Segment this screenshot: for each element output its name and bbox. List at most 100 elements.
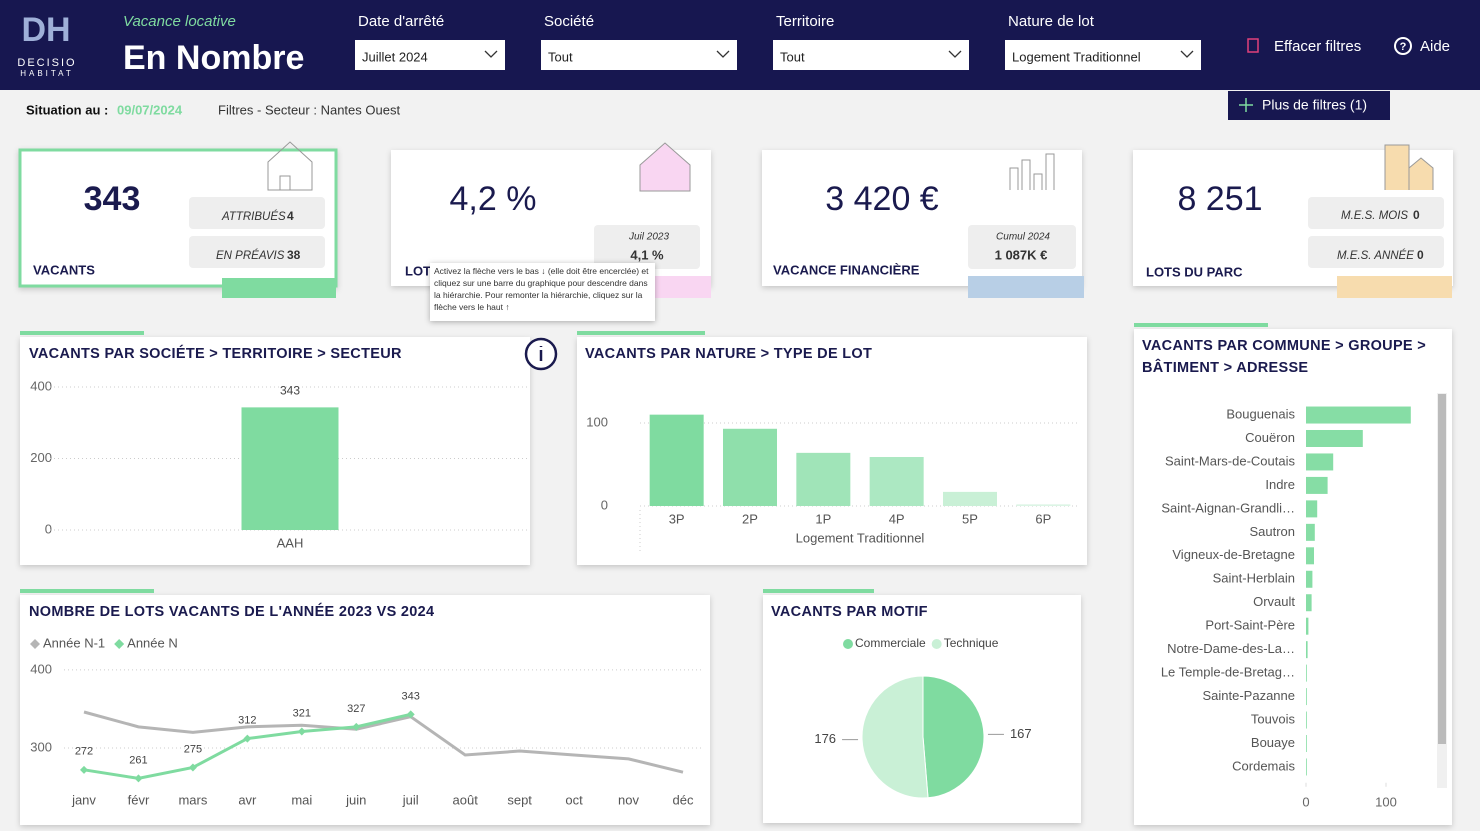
category-label: Sautron xyxy=(1249,524,1295,539)
page-title: En Nombre xyxy=(123,39,304,77)
building-icon xyxy=(1384,144,1434,190)
point-marker xyxy=(352,722,361,731)
logo: DH xyxy=(21,11,70,49)
x-tick-label: 0 xyxy=(1302,794,1309,809)
kpi-label: VACANCE FINANCIÈRE xyxy=(773,262,920,277)
x-tick-label: 1P xyxy=(815,511,831,526)
chart-title: VACANTS PAR COMMUNE > GROUPE > BÂTIMENT … xyxy=(1142,338,1426,376)
x-tick-label: août xyxy=(453,792,479,807)
kpi-detail-label: M.E.S. ANNÉE xyxy=(1337,249,1414,262)
x-tick-label: 4P xyxy=(889,511,905,526)
help-icon[interactable] xyxy=(1394,37,1412,55)
house-icon xyxy=(639,142,691,192)
kpi-detail-box xyxy=(189,236,325,268)
legend-marker xyxy=(114,639,125,649)
bar xyxy=(1306,429,1363,447)
bar xyxy=(1306,617,1309,635)
kpi-detail-box xyxy=(1308,197,1444,229)
y-tick-label: 100 xyxy=(586,414,608,429)
filter-label: Territoire xyxy=(776,13,834,30)
x-tick-label: sept xyxy=(507,792,532,807)
y-tick-label: 0 xyxy=(45,521,52,536)
more-filters[interactable]: Plus de filtres (1) xyxy=(1262,97,1367,113)
filter-dropdown[interactable] xyxy=(355,40,505,70)
kpi-detail-value: 4,1 % xyxy=(630,247,664,262)
filter-dropdown[interactable] xyxy=(1005,40,1201,70)
legend-marker xyxy=(931,639,942,649)
y-tick-label: 0 xyxy=(601,497,608,512)
y-tick-label: 400 xyxy=(30,378,52,393)
more-filters-button[interactable] xyxy=(1228,91,1390,120)
category-label: Sainte-Pazanne xyxy=(1202,688,1295,703)
bar xyxy=(241,407,339,530)
filter-value: Tout xyxy=(548,49,573,64)
category-label: Saint-Herblain xyxy=(1213,571,1295,586)
filter-value: Juillet 2024 xyxy=(362,49,428,64)
chart-panel xyxy=(20,595,710,825)
x-tick-label: févr xyxy=(128,792,150,807)
logo-text: DECISIO xyxy=(17,57,76,69)
bar xyxy=(1306,570,1313,588)
filter-dropdown[interactable] xyxy=(541,40,737,70)
chart-title: VACANTS PAR MOTIF xyxy=(771,604,928,620)
line-series xyxy=(83,710,684,774)
clear-filters[interactable]: Effacer filtres xyxy=(1274,38,1361,55)
point-marker xyxy=(243,734,252,743)
bar xyxy=(1306,406,1411,424)
x-tick-label: AAH xyxy=(277,535,304,550)
filter-dropdown[interactable] xyxy=(773,40,969,70)
x-tick-label: janv xyxy=(71,792,96,807)
kpi-detail-box xyxy=(594,225,700,269)
bar xyxy=(1306,664,1307,682)
legend-marker xyxy=(843,639,853,649)
chevron xyxy=(1180,50,1194,58)
category-label: Indre xyxy=(1265,477,1295,492)
kpi-label: VACANTS xyxy=(33,262,95,277)
category-label: Port-Saint-Père xyxy=(1205,618,1295,633)
data-label: 327 xyxy=(347,703,365,715)
data-label: 261 xyxy=(129,754,147,766)
x-tick-label: 3P xyxy=(669,511,685,526)
point-marker xyxy=(406,710,415,719)
kpi-value: 4,2 % xyxy=(450,180,537,218)
x-tick-label: 100 xyxy=(1375,794,1397,809)
situation-date: 09/07/2024 xyxy=(117,102,183,117)
legend-label: Année N xyxy=(127,635,178,650)
legend-label: Commerciale xyxy=(855,636,926,650)
category-label: Bouaye xyxy=(1251,735,1295,750)
x-tick-label: juin xyxy=(345,792,366,807)
filter-value: Tout xyxy=(780,49,805,64)
bar xyxy=(1306,711,1307,729)
kpi-strip xyxy=(1337,276,1452,298)
scrollbar-thumb[interactable] xyxy=(1438,394,1446,744)
help[interactable]: Aide xyxy=(1420,38,1450,55)
kpi-label: LOT xyxy=(405,263,431,278)
tooltip-content: Activez la flèche vers le bas ↓ (elle do… xyxy=(434,266,649,312)
x-tick-label: 5P xyxy=(962,511,978,526)
kpi-detail-value: 0 xyxy=(1417,248,1424,262)
chart-title-box: VACANTS PAR COMMUNE > GROUPE > BÂTIMENT … xyxy=(1142,338,1426,376)
tooltip: Activez la flèche vers le bas ↓ (elle do… xyxy=(434,266,649,312)
filter-label: Date d'arrêté xyxy=(358,13,444,30)
x-tick-label: 2P xyxy=(742,511,758,526)
bar xyxy=(869,457,924,506)
help-icon-mark: ? xyxy=(1400,41,1407,53)
kpi-strip xyxy=(222,278,336,298)
pie-slice xyxy=(861,675,929,799)
bar xyxy=(1306,453,1334,471)
bar xyxy=(1306,594,1312,612)
data-label: 343 xyxy=(402,690,420,702)
category-label: Vigneux-de-Bretagne xyxy=(1172,547,1295,562)
x-tick-label: mars xyxy=(178,792,207,807)
point-marker xyxy=(80,765,88,774)
legend-label: Année N-1 xyxy=(43,635,105,650)
clear-icon[interactable] xyxy=(1247,38,1259,53)
bar xyxy=(1306,735,1307,753)
y-tick-label: 200 xyxy=(30,450,52,465)
kpi-detail-label: Cumul 2024 xyxy=(996,232,1050,243)
filter-value: Logement Traditionnel xyxy=(1012,49,1141,64)
x-tick-label: oct xyxy=(565,792,583,807)
header-bar xyxy=(0,0,1480,90)
category-label: Le Temple-de-Bretag… xyxy=(1161,665,1295,680)
chart-title: VACANTS PAR NATURE > TYPE DE LOT xyxy=(585,346,872,362)
